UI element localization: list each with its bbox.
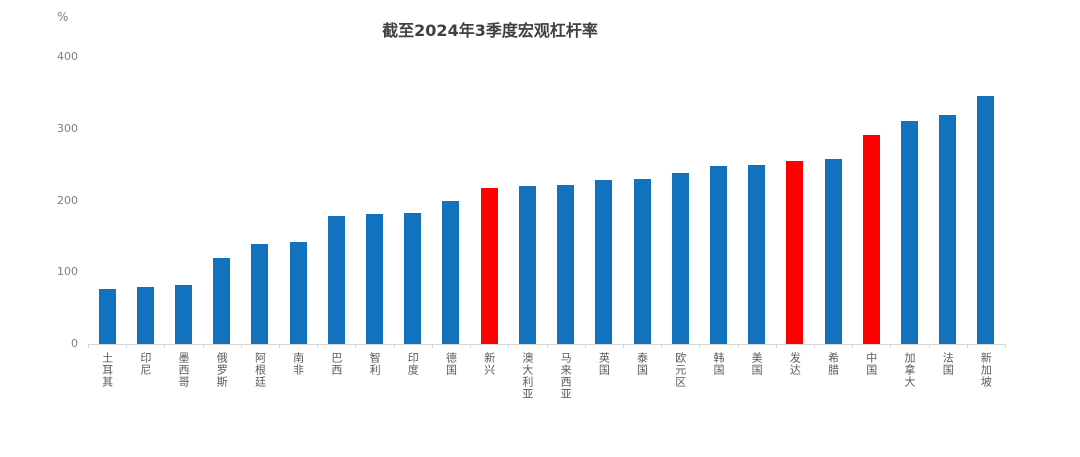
x-category-label: 土耳其: [100, 352, 114, 388]
x-axis-tick: [88, 345, 89, 348]
y-tick-label: 300: [57, 121, 78, 135]
x-axis-tick: [928, 345, 930, 348]
bar-智利: [366, 214, 384, 344]
bar-墨西哥: [175, 285, 193, 344]
x-category-label: 阿根廷: [253, 352, 267, 388]
chart-title: 截至2024年3季度宏观杠杆率: [382, 21, 598, 40]
x-axis-tick: [852, 345, 854, 348]
x-axis-tick: [584, 345, 586, 348]
x-axis-tick: [775, 345, 777, 348]
bar-韩国: [709, 166, 727, 344]
bar-马来西亚: [557, 184, 575, 344]
x-axis-tick: [661, 345, 663, 348]
plot-area: [88, 57, 1005, 344]
x-category-label: 加拿大: [902, 352, 916, 388]
bar-印度: [404, 213, 422, 344]
x-category-label: 韩国: [711, 352, 725, 376]
x-axis-tick: [393, 345, 395, 348]
bar-俄罗斯: [213, 257, 231, 344]
x-category-label: 英国: [597, 352, 611, 376]
x-category-label: 发达: [788, 352, 802, 376]
bar-发达: [786, 161, 804, 344]
bar-加拿大: [900, 120, 918, 344]
x-axis-tick: [966, 345, 968, 348]
bar-中国: [862, 135, 880, 344]
x-axis-tick: [431, 345, 433, 348]
x-category-label: 法国: [941, 352, 955, 376]
x-axis-tick: [737, 345, 739, 348]
x-axis-tick: [355, 345, 357, 348]
bar-新加坡: [977, 95, 995, 344]
bar-泰国: [633, 178, 651, 344]
bar-希腊: [824, 158, 842, 344]
x-axis-tick: [546, 345, 548, 348]
bar-欧元区: [671, 173, 689, 344]
y-tick-label: 0: [71, 337, 78, 350]
x-category-label: 智利: [368, 352, 382, 376]
y-axis-unit-label: %: [57, 10, 69, 24]
bar-南非: [289, 242, 307, 344]
x-axis-tick: [279, 345, 281, 348]
x-axis-tick: [164, 345, 166, 348]
x-category-label: 新加坡: [979, 352, 993, 388]
x-category-label: 欧元区: [673, 352, 687, 388]
x-category-label: 泰国: [635, 352, 649, 376]
x-category-label: 新兴: [482, 352, 496, 376]
x-axis-tick: [699, 345, 701, 348]
x-axis-tick: [470, 345, 472, 348]
x-category-label: 墨西哥: [177, 352, 191, 388]
bar-英国: [595, 180, 613, 344]
bar-法国: [939, 115, 957, 344]
x-axis-tick: [317, 345, 319, 348]
x-category-label: 德国: [444, 352, 458, 376]
x-category-label: 美国: [750, 352, 764, 376]
x-category-label: 中国: [864, 352, 878, 376]
bar-巴西: [327, 216, 345, 344]
x-axis-tick: [126, 345, 128, 348]
x-axis-tick: [1005, 345, 1006, 348]
bar-澳大利亚: [518, 186, 536, 344]
y-tick-label: 400: [57, 50, 78, 63]
x-axis-tick: [240, 345, 242, 348]
bar-印尼: [136, 286, 154, 344]
bar-土耳其: [98, 288, 116, 344]
x-axis-tick: [890, 345, 892, 348]
x-axis-line: [88, 344, 1006, 345]
x-category-label: 希腊: [826, 352, 840, 376]
x-axis-tick: [622, 345, 624, 348]
x-category-label: 澳大利亚: [520, 352, 534, 400]
x-category-label: 印度: [406, 352, 420, 376]
bar-新兴: [480, 188, 498, 344]
bar-德国: [442, 200, 460, 344]
bar-阿根廷: [251, 243, 269, 344]
x-axis-tick: [202, 345, 204, 348]
x-category-label: 马来西亚: [559, 352, 573, 400]
x-axis-tick: [508, 345, 510, 348]
bar-美国: [748, 165, 766, 344]
x-category-label: 俄罗斯: [215, 352, 229, 388]
x-category-label: 巴西: [329, 352, 343, 376]
x-category-label: 印尼: [138, 352, 152, 376]
x-category-label: 南非: [291, 352, 305, 376]
y-tick-label: 100: [57, 265, 78, 279]
x-axis-tick: [813, 345, 815, 348]
y-tick-label: 200: [57, 193, 78, 207]
